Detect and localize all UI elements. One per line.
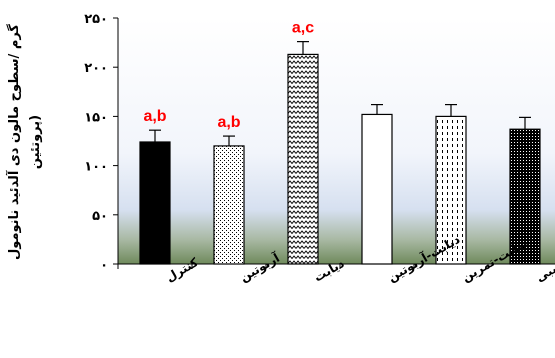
plot-area: [118, 18, 555, 264]
bar-annotation: a,c: [292, 20, 314, 37]
y-axis-ticks: ۰ ۵۰ ۱۰۰ ۱۵۰ ۲۰۰ ۲۵۰: [84, 12, 118, 273]
bar: [435, 115, 467, 265]
y-tick-label: ۲۵۰: [84, 12, 108, 27]
y-tick-label: ۱۵۰: [84, 110, 108, 125]
y-tick-label: ۵۰: [92, 209, 108, 224]
y-tick-label: ۱۰۰: [84, 160, 108, 175]
bar: [139, 141, 171, 265]
bar: [361, 113, 393, 265]
bar: [509, 128, 541, 265]
bar: [213, 145, 245, 265]
y-axis-label-line-1: گرم /سطوح مالون دی آلدئید نانومول: [5, 24, 22, 260]
y-axis-label-line-2: (پروتئین: [28, 115, 43, 169]
bar-annotation: a,b: [143, 108, 166, 125]
y-tick-label: ۲۰۰: [84, 61, 108, 76]
error-bars: [149, 41, 531, 146]
y-axis-label: گرم /سطوح مالون دی آلدئید نانومول (پروتئ…: [5, 24, 43, 260]
bar-annotation: a,b: [217, 114, 240, 131]
y-tick-label: ۰: [100, 258, 108, 273]
bar: [287, 53, 319, 265]
annotations: a,b a,b a,c: [143, 20, 314, 131]
